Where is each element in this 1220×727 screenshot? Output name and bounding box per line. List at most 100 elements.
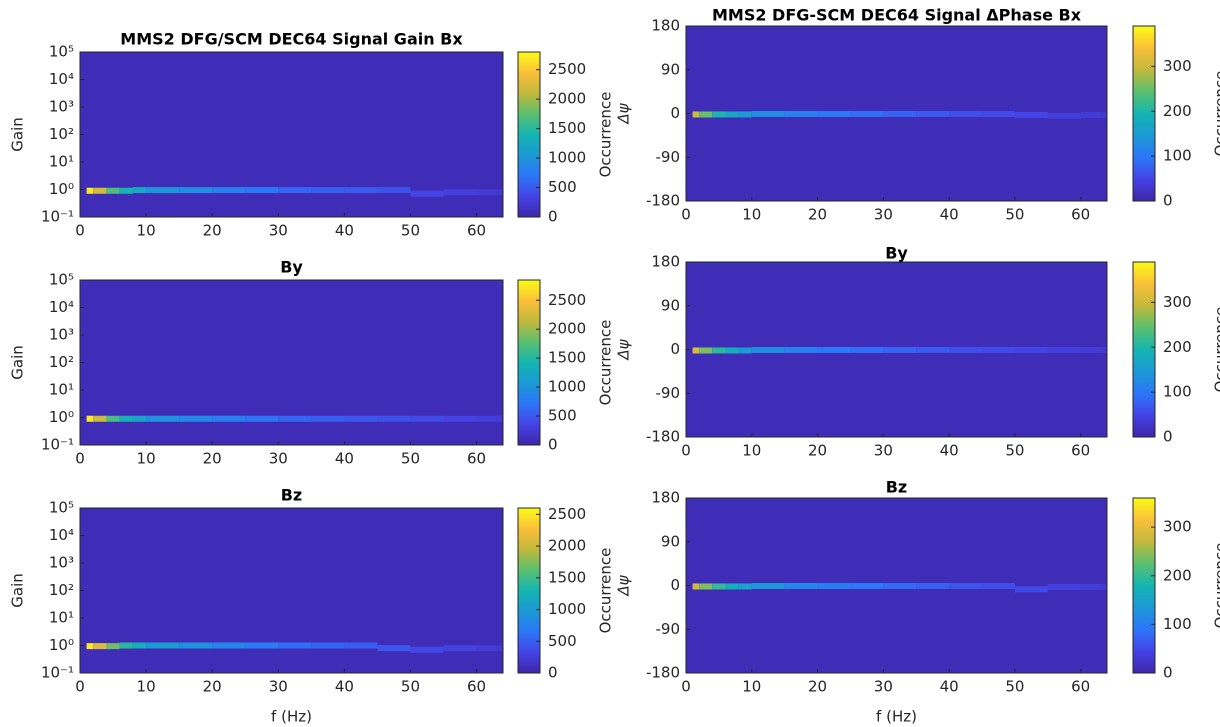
colorbar-tick-label: 200 xyxy=(1163,338,1192,356)
colorbar-tick-label: 2500 xyxy=(548,291,586,309)
colorbar xyxy=(1132,25,1156,202)
heat-cell xyxy=(119,642,133,649)
x-tick-label: 0 xyxy=(681,442,691,460)
y-tick-label: 0 xyxy=(670,104,680,122)
heat-cell xyxy=(692,111,700,118)
heat-cell xyxy=(784,582,818,589)
y-axis-label: Δψ xyxy=(615,338,633,360)
colorbar xyxy=(1132,497,1156,674)
x-tick-label: 50 xyxy=(1005,678,1024,696)
y-tick-label: 10⁵ xyxy=(49,499,74,517)
y-tick-label: 10³ xyxy=(49,326,74,344)
y-tick-label: 10¹ xyxy=(49,609,74,627)
heat-cell xyxy=(212,415,246,422)
x-tick-label: 60 xyxy=(1071,442,1090,460)
colorbar-tick-label: 300 xyxy=(1163,293,1192,311)
colorbar-label: Occurrence xyxy=(1212,543,1220,629)
chart-title: Bz xyxy=(886,478,908,497)
colorbar-tick-label: 100 xyxy=(1163,615,1192,633)
heat-cell xyxy=(377,187,411,194)
heat-cell xyxy=(1100,111,1107,118)
colorbar-tick-label: 0 xyxy=(548,664,558,682)
colorbar xyxy=(517,51,541,218)
x-tick-label: 60 xyxy=(1071,206,1090,224)
heat-cell xyxy=(86,643,94,650)
colorbar-label: Occurrence xyxy=(1212,71,1220,157)
heat-cell xyxy=(751,346,785,353)
colorbar-tick-label: 2000 xyxy=(548,90,586,108)
heat-cell xyxy=(443,645,477,652)
y-tick-label: 90 xyxy=(661,60,680,78)
colorbar-tick-label: 0 xyxy=(1163,192,1173,210)
y-tick-label: 10⁰ xyxy=(49,636,74,654)
x-tick-label: 30 xyxy=(874,206,893,224)
heat-cell xyxy=(725,111,739,118)
y-tick-label: -180 xyxy=(646,428,680,446)
heat-cell xyxy=(817,582,851,589)
heat-cell xyxy=(119,415,133,422)
x-tick-label: 60 xyxy=(467,678,486,696)
y-tick-label: 10¹ xyxy=(49,153,74,171)
chart-title: By xyxy=(280,258,303,277)
colorbar-tick-label: 1000 xyxy=(548,600,586,618)
heat-cell xyxy=(496,645,503,652)
y-tick-label: 180 xyxy=(651,17,680,35)
y-axis-label: Gain xyxy=(9,117,27,152)
colorbar xyxy=(517,507,541,674)
chart-title: MMS2 DFG-SCM DEC64 Signal ΔPhase Bx xyxy=(712,6,1082,25)
x-tick-label: 50 xyxy=(401,678,420,696)
heat-cell xyxy=(1100,346,1107,353)
chart-title: Bz xyxy=(281,486,303,505)
x-axis-label: f (Hz) xyxy=(876,708,917,726)
y-tick-label: 90 xyxy=(661,532,680,550)
x-tick-label: 20 xyxy=(808,678,827,696)
heat-cell xyxy=(179,415,213,422)
colorbar-tick-label: 300 xyxy=(1163,518,1192,536)
heat-cell xyxy=(1014,346,1048,353)
colorbar-tick-label: 300 xyxy=(1163,57,1192,75)
y-tick-label: 10³ xyxy=(49,554,74,572)
y-tick-label: -90 xyxy=(656,620,681,638)
heat-cell xyxy=(377,415,411,422)
x-tick-label: 20 xyxy=(808,442,827,460)
heat-cell xyxy=(725,347,739,354)
x-tick-label: 10 xyxy=(742,206,761,224)
heat-cell xyxy=(949,346,983,353)
x-tick-label: 40 xyxy=(940,678,959,696)
heat-cell xyxy=(311,415,345,422)
y-tick-label: 10⁻¹ xyxy=(41,664,74,682)
x-axis-label: f (Hz) xyxy=(271,708,312,726)
heat-cell xyxy=(132,642,147,649)
y-tick-label: 10⁴ xyxy=(49,526,74,544)
heat-cell xyxy=(86,415,94,422)
x-tick-label: 30 xyxy=(269,222,288,240)
y-tick-label: 10³ xyxy=(49,98,74,116)
x-tick-label: 10 xyxy=(137,222,156,240)
heat-cell xyxy=(106,187,120,194)
colorbar-tick-label: 200 xyxy=(1163,566,1192,584)
x-tick-label: 40 xyxy=(335,678,354,696)
colorbar-tick-label: 100 xyxy=(1163,147,1192,165)
heat-cell xyxy=(712,111,726,118)
heat-cell xyxy=(982,346,1015,353)
heat-cell xyxy=(784,110,818,117)
colorbar-label: Occurrence xyxy=(597,548,615,634)
x-tick-label: 30 xyxy=(874,678,893,696)
heat-cell xyxy=(817,346,851,353)
heat-cell xyxy=(817,110,851,117)
x-tick-label: 10 xyxy=(742,678,761,696)
heat-cell xyxy=(725,583,739,590)
y-tick-label: 180 xyxy=(651,489,680,507)
x-tick-label: 50 xyxy=(401,222,420,240)
heat-cell xyxy=(146,187,180,194)
heat-cell xyxy=(949,110,983,117)
colorbar-label: Occurrence xyxy=(597,92,615,178)
x-tick-label: 50 xyxy=(1005,206,1024,224)
heat-cell xyxy=(93,643,107,650)
heat-cell xyxy=(784,346,818,353)
x-tick-label: 0 xyxy=(75,450,85,468)
colorbar-tick-label: 1500 xyxy=(548,349,586,367)
heat-cell xyxy=(278,187,312,194)
heat-cell xyxy=(93,187,107,194)
heat-cell xyxy=(311,642,345,649)
